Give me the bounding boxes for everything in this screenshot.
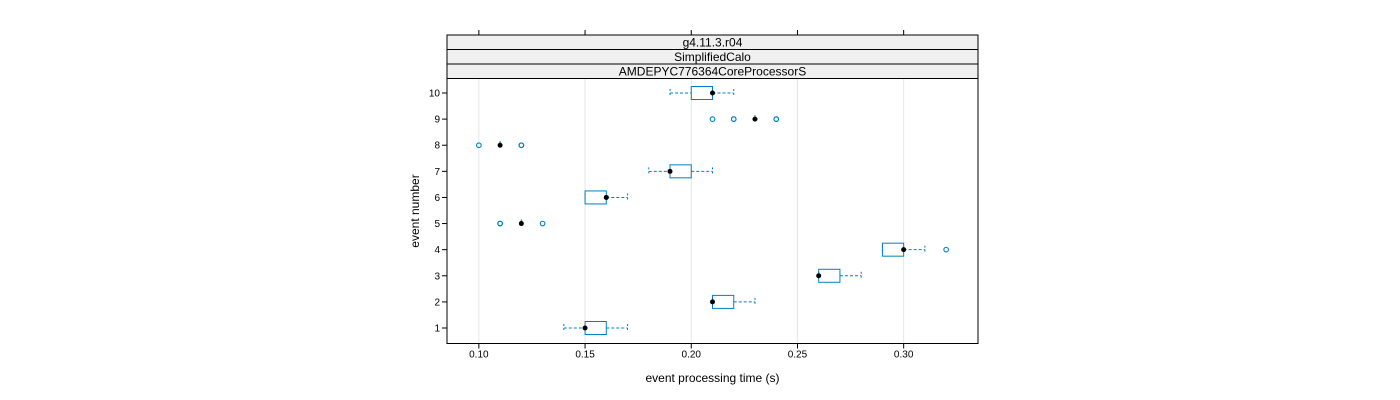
box-iqr (818, 268, 841, 283)
y-tick-label: 8 (434, 141, 440, 152)
x-axis-label: event processing time (s) (645, 371, 779, 385)
y-tick-label: 5 (434, 219, 440, 230)
outlier-point (773, 116, 780, 122)
strip-2-label: SimplifiedCalo (674, 50, 751, 64)
median-point (816, 273, 822, 279)
outlier-point (709, 116, 716, 122)
y-axis-label: event number (408, 174, 422, 247)
y-tick-label: 9 (434, 115, 440, 126)
x-axis-top-ticks (478, 30, 905, 35)
x-tick-label: 0.10 (469, 350, 489, 361)
y-tick-label: 7 (434, 167, 440, 178)
box-event-8 (476, 141, 525, 150)
x-tick-label: 0.15 (575, 350, 595, 361)
box-iqr (584, 321, 607, 335)
box-iqr (881, 242, 905, 257)
x-tick-label: 0.25 (788, 350, 808, 361)
box-event-5 (497, 219, 546, 228)
box-event-1 (563, 321, 629, 335)
plot-frame (446, 78, 979, 344)
median-point (497, 142, 503, 148)
y-tick-label: 3 (434, 271, 440, 282)
median-point (901, 247, 907, 253)
median-point (582, 325, 588, 331)
y-tick-label: 1 (434, 324, 440, 335)
median-point (667, 168, 673, 174)
box-event-10 (669, 86, 735, 100)
y-tick-label: 2 (434, 297, 440, 308)
median-point (752, 116, 758, 122)
outlier-point (943, 246, 949, 253)
strip-3-label: AMDEPYC776364CoreProcessorS (619, 65, 806, 79)
strip-1-label: g4.11.3.r04 (683, 36, 743, 50)
box-event-2 (710, 294, 756, 309)
box-event-4 (881, 242, 949, 257)
outlier-point (730, 116, 737, 122)
box-iqr (669, 164, 692, 179)
outlier-point (539, 220, 546, 227)
outlier-point (497, 220, 503, 227)
box-event-7 (648, 164, 713, 179)
x-axis: 0.10 0.15 0.20 0.25 0.30 (469, 343, 914, 361)
y-axis: 1 2 3 4 5 6 7 8 9 10 (429, 89, 447, 335)
median-point (603, 194, 609, 200)
box-layer (476, 86, 949, 335)
box-event-6 (584, 190, 629, 205)
x-tick-label: 0.20 (682, 350, 702, 361)
y-tick-label: 6 (434, 193, 440, 204)
y-tick-label: 4 (434, 245, 440, 256)
box-iqr (584, 190, 607, 205)
box-iqr (690, 86, 714, 100)
box-event-3 (816, 268, 862, 283)
median-point (710, 299, 715, 305)
y-tick-label: 10 (429, 89, 441, 100)
outlier-point (476, 142, 482, 149)
outlier-point (518, 142, 525, 149)
strip-group: g4.11.3.r04 SimplifiedCalo AMDEPYC776364… (446, 34, 979, 79)
grid-layer (478, 78, 905, 344)
x-tick-label: 0.30 (894, 350, 914, 361)
box-event-9 (709, 115, 780, 124)
box-iqr (712, 294, 735, 309)
median-point (710, 90, 715, 96)
median-point (518, 221, 524, 227)
